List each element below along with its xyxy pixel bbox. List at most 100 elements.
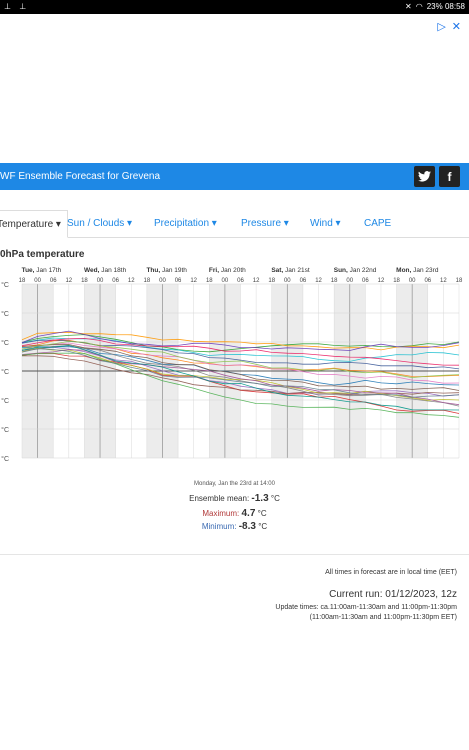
- tab-wind[interactable]: Wind ▾: [310, 218, 341, 229]
- y-tick-label: -5 °C: [0, 339, 9, 347]
- y-tick-label: -15 °C: [0, 397, 9, 405]
- ensemble-member-line: [21, 347, 460, 401]
- notification-icons: ⊥ ⊥: [4, 2, 30, 11]
- min-unit: °C: [258, 522, 268, 531]
- ensemble-member-line: [21, 337, 460, 362]
- tab-cape[interactable]: CAPE: [364, 218, 392, 229]
- hour-label: 06: [300, 278, 307, 284]
- hour-label: 18: [268, 278, 275, 284]
- day-label: Tue, Jan 17th: [22, 267, 62, 274]
- y-tick-label: 0 °C: [0, 310, 9, 318]
- mean-value: -1.3: [251, 493, 269, 504]
- ensemble-member-line: [21, 344, 460, 411]
- day-label: Sat, Jan 21st: [271, 267, 310, 274]
- tab-pressure[interactable]: Pressure ▾: [241, 218, 289, 229]
- ensemble-member-line: [21, 330, 460, 351]
- battery-time: 23% 08:58: [426, 2, 465, 11]
- timezone-note: All times in forecast are in local time …: [325, 569, 457, 576]
- hour-label: 12: [128, 278, 135, 284]
- ad-play-icon[interactable]: ▷: [437, 21, 446, 33]
- mute-icon: ✕: [405, 2, 412, 11]
- tab-temperature[interactable]: Temperature ▾: [0, 210, 68, 238]
- ensemble-member-line: [21, 331, 460, 351]
- hour-label: 18: [206, 278, 213, 284]
- ensemble-member-line: [21, 342, 460, 384]
- hour-label: 12: [253, 278, 260, 284]
- ensemble-member-line: [21, 355, 460, 396]
- divider: [0, 554, 469, 555]
- hour-label: 18: [81, 278, 88, 284]
- ensemble-member-line: [21, 337, 460, 366]
- hour-label: 12: [190, 278, 197, 284]
- hour-label: 06: [424, 278, 431, 284]
- hour-label: 18: [393, 278, 400, 284]
- chart-title: 0hPa temperature: [0, 249, 85, 260]
- max-value: 4.7: [241, 508, 256, 519]
- day-label: Sun, Jan 22nd: [334, 267, 377, 274]
- hour-label: 12: [378, 278, 385, 284]
- mean-unit: °C: [270, 494, 280, 503]
- tab-bar: Temperature ▾ Sun / Clouds ▾ Precipitati…: [0, 210, 469, 238]
- tooltip-max: Maximum: 4.7 °C: [0, 508, 469, 519]
- ensemble-member-line: [21, 341, 460, 379]
- hour-label: 00: [159, 278, 166, 284]
- tab-sun-clouds[interactable]: Sun / Clouds ▾: [67, 218, 133, 229]
- ensemble-member-line: [21, 348, 460, 398]
- hour-label: 00: [34, 278, 41, 284]
- y-tick-label: -25 °C: [0, 455, 9, 463]
- twitter-icon[interactable]: [414, 166, 435, 187]
- mean-label: Ensemble mean:: [189, 494, 250, 503]
- ensemble-member-line: [21, 346, 460, 397]
- tooltip-min: Minimum: -8.3 °C: [0, 521, 469, 532]
- ensemble-member-line: [21, 334, 460, 353]
- ensemble-member-line: [21, 352, 460, 418]
- update-times: Update times: ca.11:00am-11:30am and 11:…: [275, 604, 457, 611]
- hour-label: 00: [222, 278, 229, 284]
- ad-close-icon[interactable]: ✕: [451, 21, 461, 33]
- day-label: Fri, Jan 20th: [209, 267, 246, 274]
- hour-label: 12: [65, 278, 72, 284]
- min-value: -8.3: [238, 521, 256, 532]
- day-label: Thu, Jan 19th: [146, 267, 187, 274]
- tab-precipitation[interactable]: Precipitation ▾: [154, 218, 217, 229]
- y-tick-label: -20 °C: [0, 426, 9, 434]
- hour-label: 18: [144, 278, 151, 284]
- current-run: Current run: 01/12/2023, 12z: [329, 589, 457, 600]
- min-label: Minimum:: [201, 522, 237, 531]
- status-bar: ⊥ ⊥ ✕ ◠ 23% 08:58: [0, 0, 469, 14]
- hour-label: 06: [50, 278, 57, 284]
- ensemble-member-line: [21, 345, 460, 407]
- update-times-local: (11:00am-11:30am and 11:00pm-11:30pm EET…: [309, 614, 457, 621]
- forecast-header: WF Ensemble Forecast for Grevena f: [0, 163, 469, 190]
- hour-label: 00: [409, 278, 416, 284]
- hour-label: 06: [237, 278, 244, 284]
- y-tick-label: 5 °C: [0, 281, 9, 289]
- ensemble-member-line: [21, 344, 460, 391]
- status-right: ✕ ◠ 23% 08:58: [405, 2, 465, 11]
- wifi-icon: ◠: [415, 2, 423, 11]
- hour-label: 06: [362, 278, 369, 284]
- temperature-chart[interactable]: 5 °C 0 °C -5 °C -10 °C -15 °C -20 °C -25 °C 18 0…: [0, 262, 469, 472]
- page-title: WF Ensemble Forecast for Grevena: [0, 171, 161, 182]
- hour-label: 00: [346, 278, 353, 284]
- hour-label: 12: [315, 278, 322, 284]
- ad-controls: ▷ ✕: [437, 20, 461, 33]
- max-unit: °C: [257, 509, 267, 518]
- tooltip-mean: Ensemble mean: -1.3 °C: [0, 493, 469, 504]
- hour-label: 18: [331, 278, 338, 284]
- day-label: Mon, Jan 23rd: [396, 267, 439, 274]
- hour-label: 00: [284, 278, 291, 284]
- facebook-icon[interactable]: f: [439, 166, 460, 187]
- y-tick-label: -10 °C: [0, 368, 9, 376]
- hour-label: 00: [97, 278, 104, 284]
- hour-label: 06: [175, 278, 182, 284]
- day-label: Wed, Jan 18th: [84, 267, 127, 274]
- hour-label: 18: [19, 278, 26, 284]
- hour-label: 12: [440, 278, 447, 284]
- max-label: Maximum:: [202, 509, 240, 518]
- tooltip-time: Monday, Jan the 23rd at 14:00: [194, 481, 275, 487]
- ensemble-member-line: [21, 349, 460, 406]
- hour-label: 18: [456, 278, 463, 284]
- hour-label: 06: [112, 278, 119, 284]
